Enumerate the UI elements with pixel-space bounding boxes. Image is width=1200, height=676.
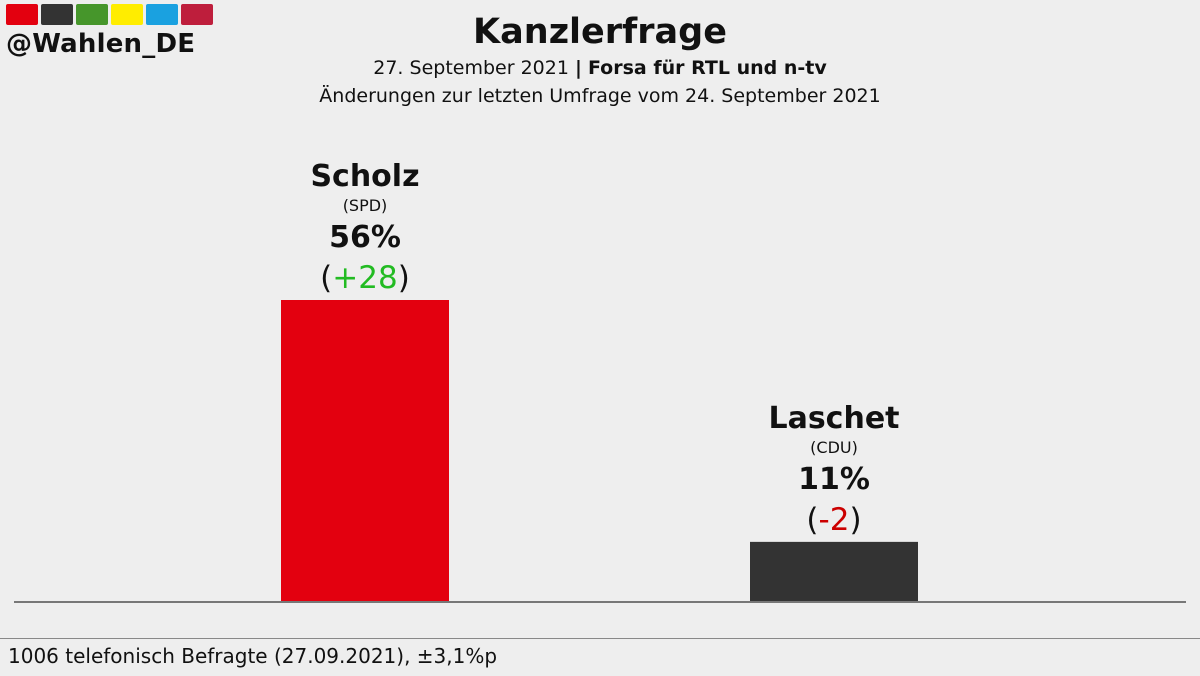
chart-subtitle: 27. September 2021 | Forsa für RTL und n… <box>0 54 1200 82</box>
poll-date: 27. September 2021 <box>373 57 569 79</box>
brand: @Wahlen_DE <box>6 4 213 59</box>
party-color-swatch <box>41 4 73 25</box>
bar-scholz <box>281 300 449 601</box>
footer: 1006 telefonisch Befragte (27.09.2021), … <box>0 638 1200 676</box>
account-handle: @Wahlen_DE <box>6 29 196 59</box>
footer-note: 1006 telefonisch Befragte (27.09.2021), … <box>8 644 498 668</box>
party-label: (SPD) <box>343 196 388 215</box>
poll-source: Forsa für RTL und n-tv <box>587 57 827 79</box>
party-color-swatches <box>6 4 213 25</box>
change-label: (-2) <box>806 502 861 538</box>
changes-note: Änderungen zur letzten Umfrage vom 24. S… <box>319 85 881 107</box>
change-label: (+28) <box>320 260 410 296</box>
value-label: 56% <box>329 220 401 255</box>
party-color-swatch <box>146 4 178 25</box>
candidate-name-label: Scholz <box>310 159 419 194</box>
party-color-swatch <box>181 4 213 25</box>
party-color-swatch <box>6 4 38 25</box>
chart-title: Kanzlerfrage <box>473 12 727 52</box>
subtitle-separator: | <box>574 57 582 79</box>
chart-header: Kanzlerfrage 27. September 2021 | Forsa … <box>0 10 1200 110</box>
bar-chart: Scholz (SPD) 56% (+28) Laschet (CDU) 11% (-2) <box>14 159 1186 603</box>
candidate-name-label: Laschet <box>768 401 899 436</box>
party-label: (CDU) <box>810 438 858 457</box>
bar-laschet <box>750 541 918 601</box>
value-label: 11% <box>798 462 870 497</box>
party-color-swatch <box>76 4 108 25</box>
party-color-swatch <box>111 4 143 25</box>
